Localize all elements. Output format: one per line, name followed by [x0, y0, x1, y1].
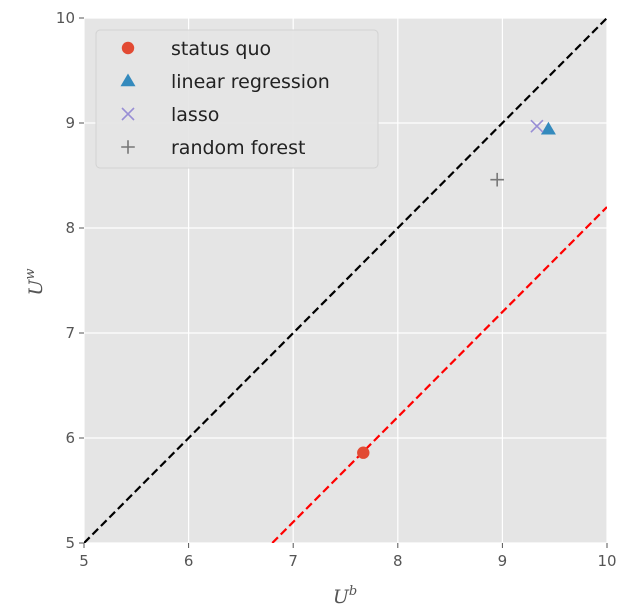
legend-label-linear-regression: linear regression — [171, 71, 330, 93]
legend-marker-status-quo — [121, 41, 135, 55]
legend-marker-linear-regression — [120, 73, 136, 87]
x-axis-ticks: 5 6 7 8 9 10 — [79, 543, 617, 570]
point-random-forest — [490, 172, 504, 187]
y-tick-label: 5 — [65, 534, 75, 552]
y-tick-label: 10 — [56, 9, 75, 27]
point-linear-regression — [540, 121, 556, 135]
x-tick-label: 5 — [79, 552, 89, 570]
legend-marker-lasso — [121, 107, 135, 121]
point-lasso — [530, 119, 544, 133]
y-tick-label: 7 — [65, 324, 75, 342]
red-dashed-reference-line — [271, 206, 607, 543]
x-tick-label: 10 — [597, 552, 616, 570]
legend-label-status-quo: status quo — [171, 38, 271, 60]
point-status-quo — [357, 446, 370, 459]
x-tick-label: 8 — [393, 552, 403, 570]
legend: status quo linear regression lasso random f… — [95, 29, 379, 169]
y-axis-label: Uw — [23, 268, 47, 295]
x-axis-label: Ub — [333, 584, 357, 608]
y-axis-ticks: 5 6 7 8 9 10 — [56, 9, 84, 552]
x-tick-label: 9 — [498, 552, 508, 570]
diagonal-reference-line — [84, 18, 607, 543]
legend-label-lasso: lasso — [171, 104, 219, 126]
x-tick-label: 6 — [184, 552, 194, 570]
legend-marker-random-forest — [121, 140, 135, 154]
data-points — [357, 119, 556, 459]
x-tick-label: 7 — [288, 552, 298, 570]
y-tick-label: 8 — [65, 219, 75, 237]
reference-lines — [84, 18, 607, 543]
y-tick-label: 9 — [65, 114, 75, 132]
legend-box — [95, 29, 379, 169]
y-tick-label: 6 — [65, 429, 75, 447]
legend-label-random-forest: random forest — [171, 137, 305, 159]
